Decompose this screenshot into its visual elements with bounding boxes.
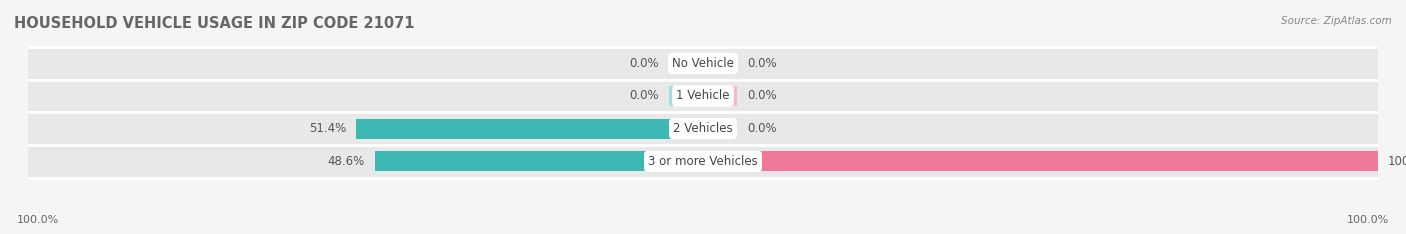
Text: 100.0%: 100.0% [17, 215, 59, 225]
Text: 0.0%: 0.0% [747, 89, 776, 102]
Text: HOUSEHOLD VEHICLE USAGE IN ZIP CODE 21071: HOUSEHOLD VEHICLE USAGE IN ZIP CODE 2107… [14, 16, 415, 31]
Bar [669, 53, 703, 73]
Bar [703, 151, 1378, 172]
Text: 3 or more Vehicles: 3 or more Vehicles [648, 155, 758, 168]
Bar [669, 86, 703, 106]
Text: 100.0%: 100.0% [1388, 155, 1406, 168]
Text: 0.0%: 0.0% [630, 57, 659, 70]
Bar [28, 113, 1378, 144]
Text: 0.0%: 0.0% [630, 89, 659, 102]
Bar [703, 86, 737, 106]
Text: 51.4%: 51.4% [309, 122, 346, 135]
Text: 0.0%: 0.0% [747, 57, 776, 70]
Text: No Vehicle: No Vehicle [672, 57, 734, 70]
Bar [28, 48, 1378, 79]
Bar [703, 119, 737, 139]
Text: 2 Vehicles: 2 Vehicles [673, 122, 733, 135]
Bar [375, 151, 703, 172]
Text: Source: ZipAtlas.com: Source: ZipAtlas.com [1281, 16, 1392, 26]
Text: 48.6%: 48.6% [328, 155, 366, 168]
Text: 100.0%: 100.0% [1347, 215, 1389, 225]
Bar [28, 146, 1378, 177]
Bar [356, 119, 703, 139]
Bar [28, 81, 1378, 111]
Bar [703, 53, 737, 73]
Text: 0.0%: 0.0% [747, 122, 776, 135]
Text: 1 Vehicle: 1 Vehicle [676, 89, 730, 102]
